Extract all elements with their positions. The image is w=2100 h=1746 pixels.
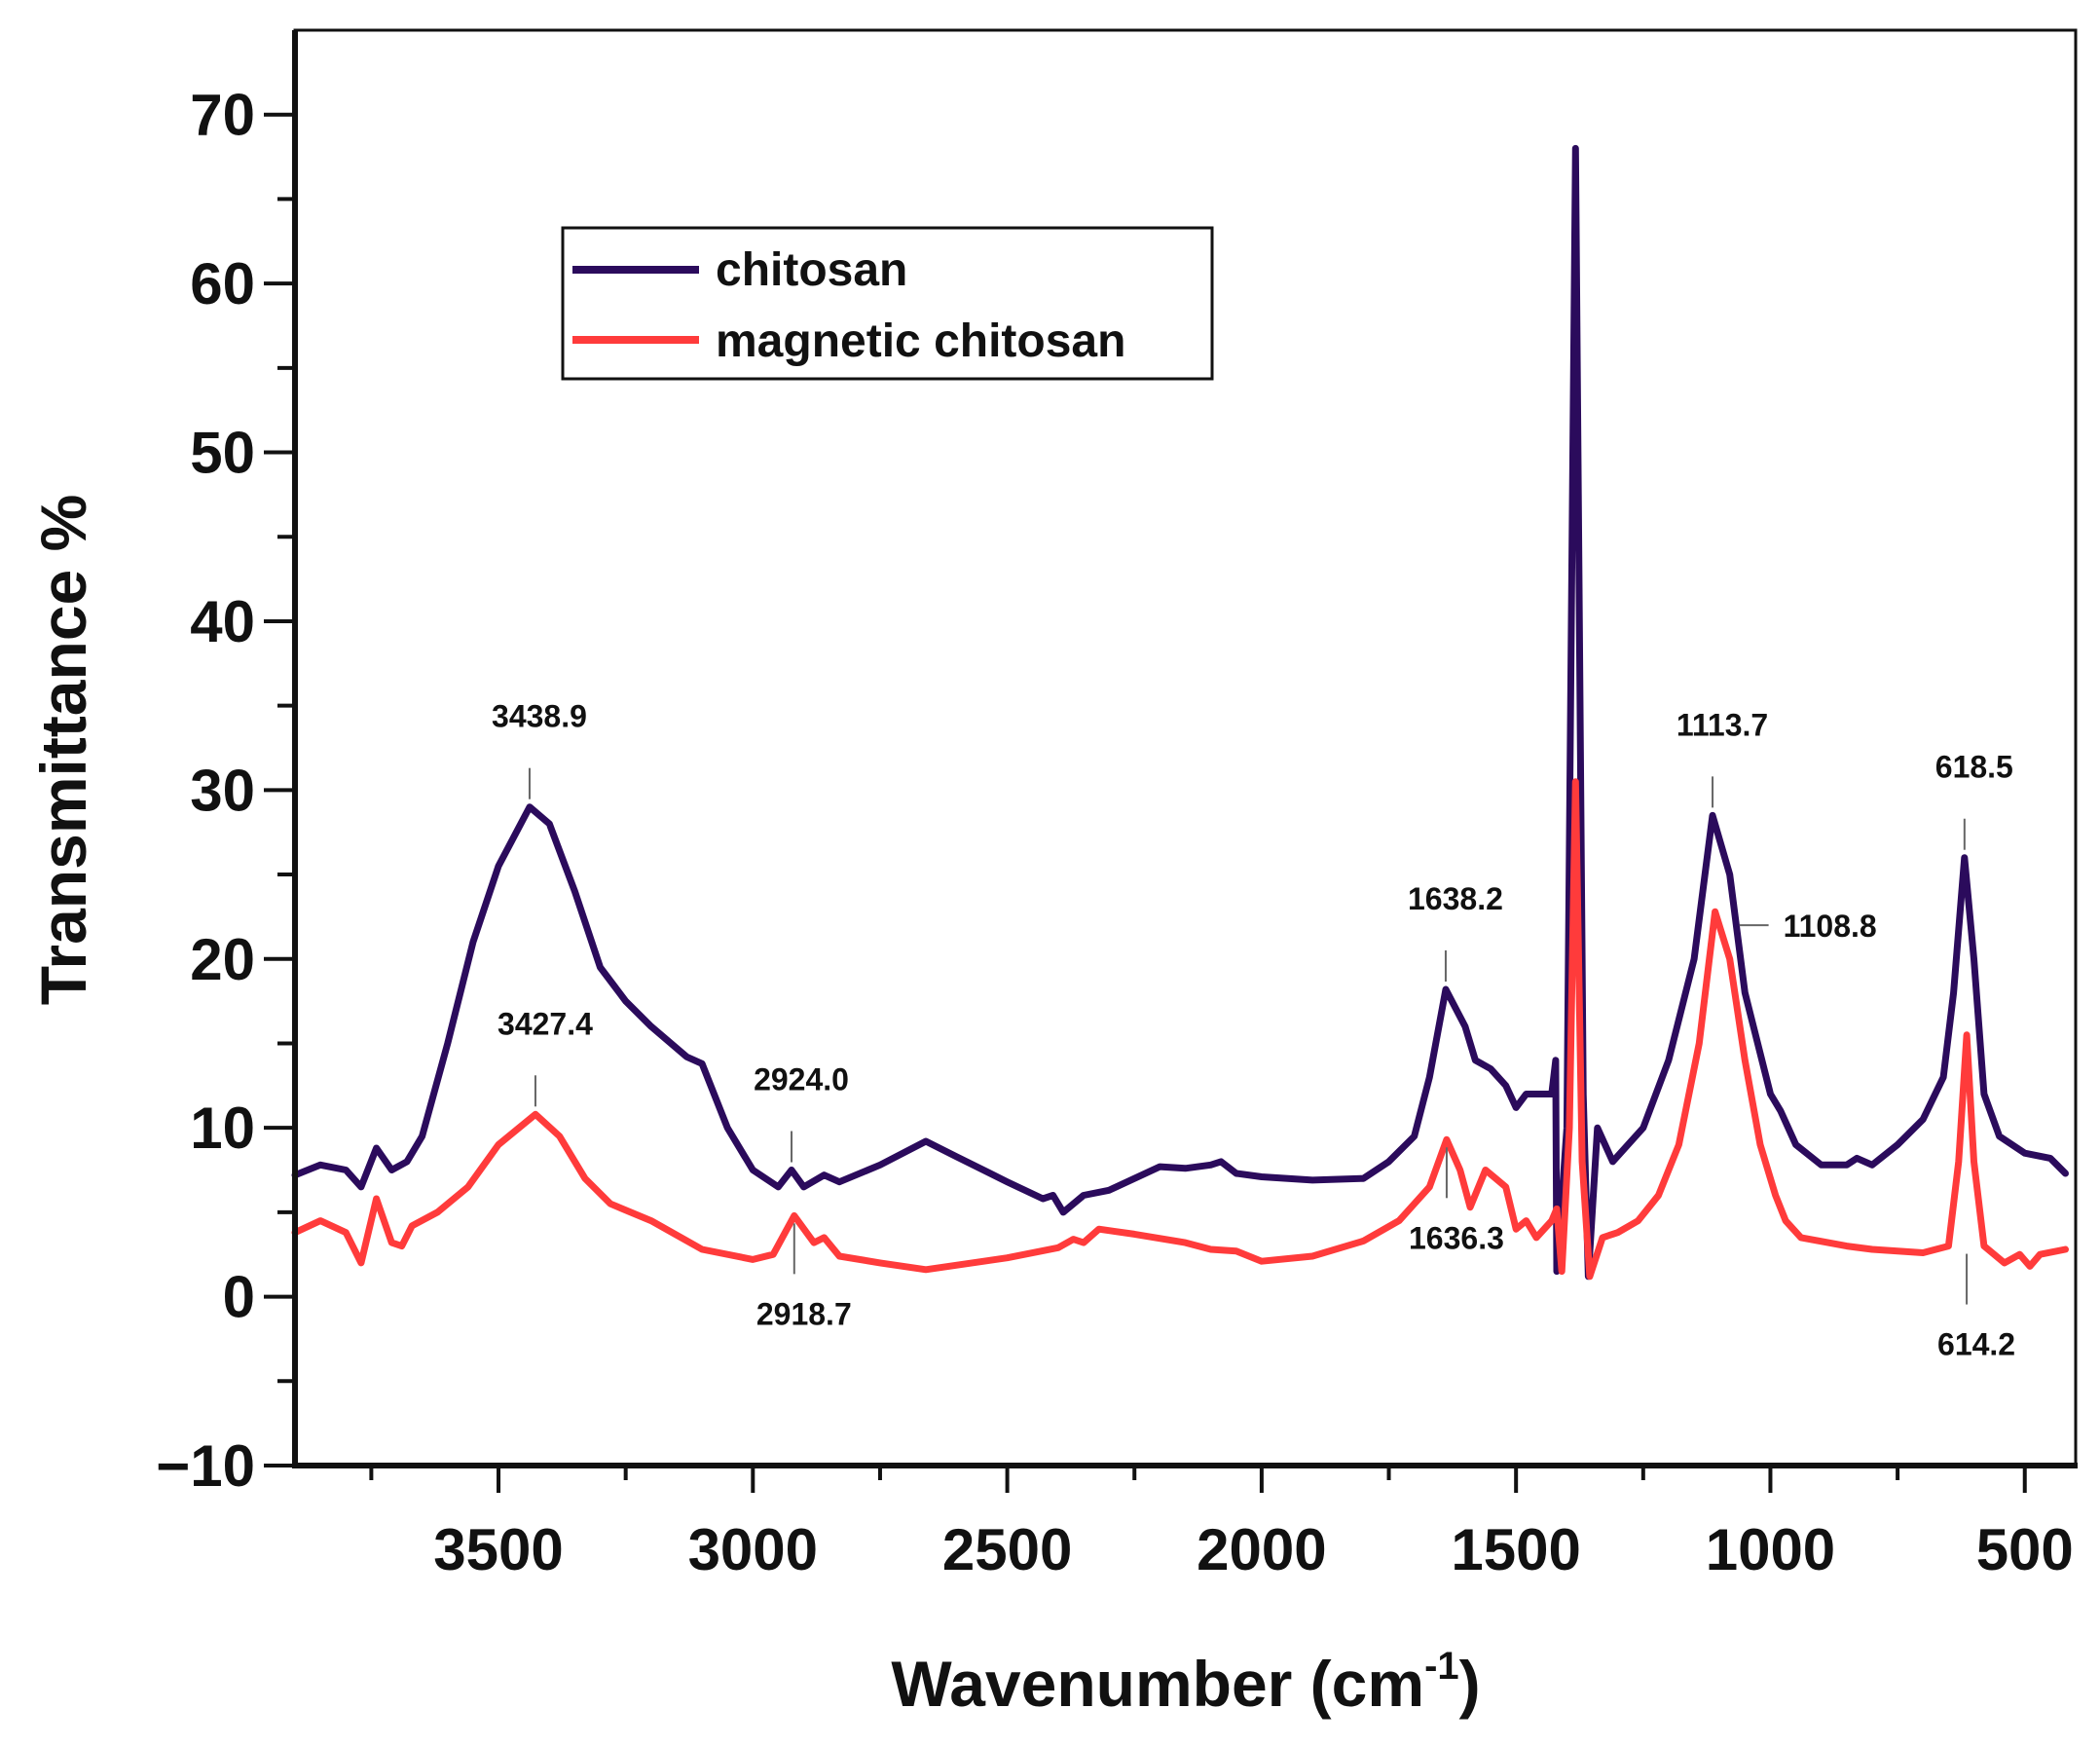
annotation-label: 1113.7 bbox=[1676, 707, 1768, 742]
annotation-label: 1636.3 bbox=[1409, 1220, 1504, 1255]
annotation-label: 1638.2 bbox=[1408, 881, 1503, 916]
x-axis-title-close: ) bbox=[1459, 1648, 1481, 1720]
series-lines bbox=[291, 144, 2069, 1281]
annotation-label: 614.2 bbox=[1937, 1327, 2015, 1362]
x-tick-label: 500 bbox=[1976, 1517, 2074, 1582]
y-tick-label: 60 bbox=[190, 251, 255, 316]
peak-annotations: 3438.9 3427.4 2924.0 2918.7 1638.2 1636.3 1113… bbox=[492, 699, 2015, 1362]
axis-ticks: −10 0 10 20 30 40 50 60 70 3500 3000 2500 2000 1500 10… bbox=[156, 83, 2074, 1582]
x-tick-label: 1000 bbox=[1706, 1517, 1835, 1582]
annotation-label: 2924.0 bbox=[754, 1062, 849, 1097]
y-tick-label: 50 bbox=[190, 421, 255, 486]
y-tick-label: 20 bbox=[190, 927, 255, 992]
x-tick-label: 1500 bbox=[1451, 1517, 1580, 1582]
y-tick-label: 10 bbox=[190, 1096, 255, 1161]
x-axis-title-main: Wavenumber (cm bbox=[891, 1648, 1424, 1720]
x-axis-title: Wavenumber (cm-1) bbox=[891, 1645, 1480, 1720]
y-tick-label: 30 bbox=[190, 758, 255, 823]
legend-label-magnetic-chitosan: magnetic chitosan bbox=[716, 316, 1125, 367]
annotation-label: 618.5 bbox=[1935, 750, 2013, 785]
x-tick-label: 2500 bbox=[942, 1517, 1072, 1582]
y-tick-label: −10 bbox=[156, 1433, 255, 1499]
annotation-label: 3427.4 bbox=[497, 1006, 593, 1041]
legend: chitosan magnetic chitosan bbox=[561, 226, 1214, 381]
y-axis-title: Transmittance % bbox=[27, 495, 99, 1006]
annotation-label: 1108.8 bbox=[1784, 909, 1877, 944]
y-tick-label: 40 bbox=[190, 589, 255, 654]
x-axis-title-sup: -1 bbox=[1424, 1645, 1459, 1688]
legend-box bbox=[561, 226, 1214, 381]
series-line-chitosan bbox=[291, 144, 2069, 1281]
x-tick-label: 3000 bbox=[688, 1517, 818, 1582]
series-line-magnetic-chitosan bbox=[291, 778, 2069, 1281]
legend-label-chitosan: chitosan bbox=[716, 244, 907, 296]
y-tick-label: 0 bbox=[223, 1265, 255, 1330]
annotation-label: 2918.7 bbox=[756, 1296, 852, 1331]
annotation-label: 3438.9 bbox=[492, 699, 587, 734]
x-tick-label: 2000 bbox=[1197, 1517, 1326, 1582]
x-tick-label: 3500 bbox=[433, 1517, 563, 1582]
y-tick-label: 70 bbox=[190, 83, 255, 148]
